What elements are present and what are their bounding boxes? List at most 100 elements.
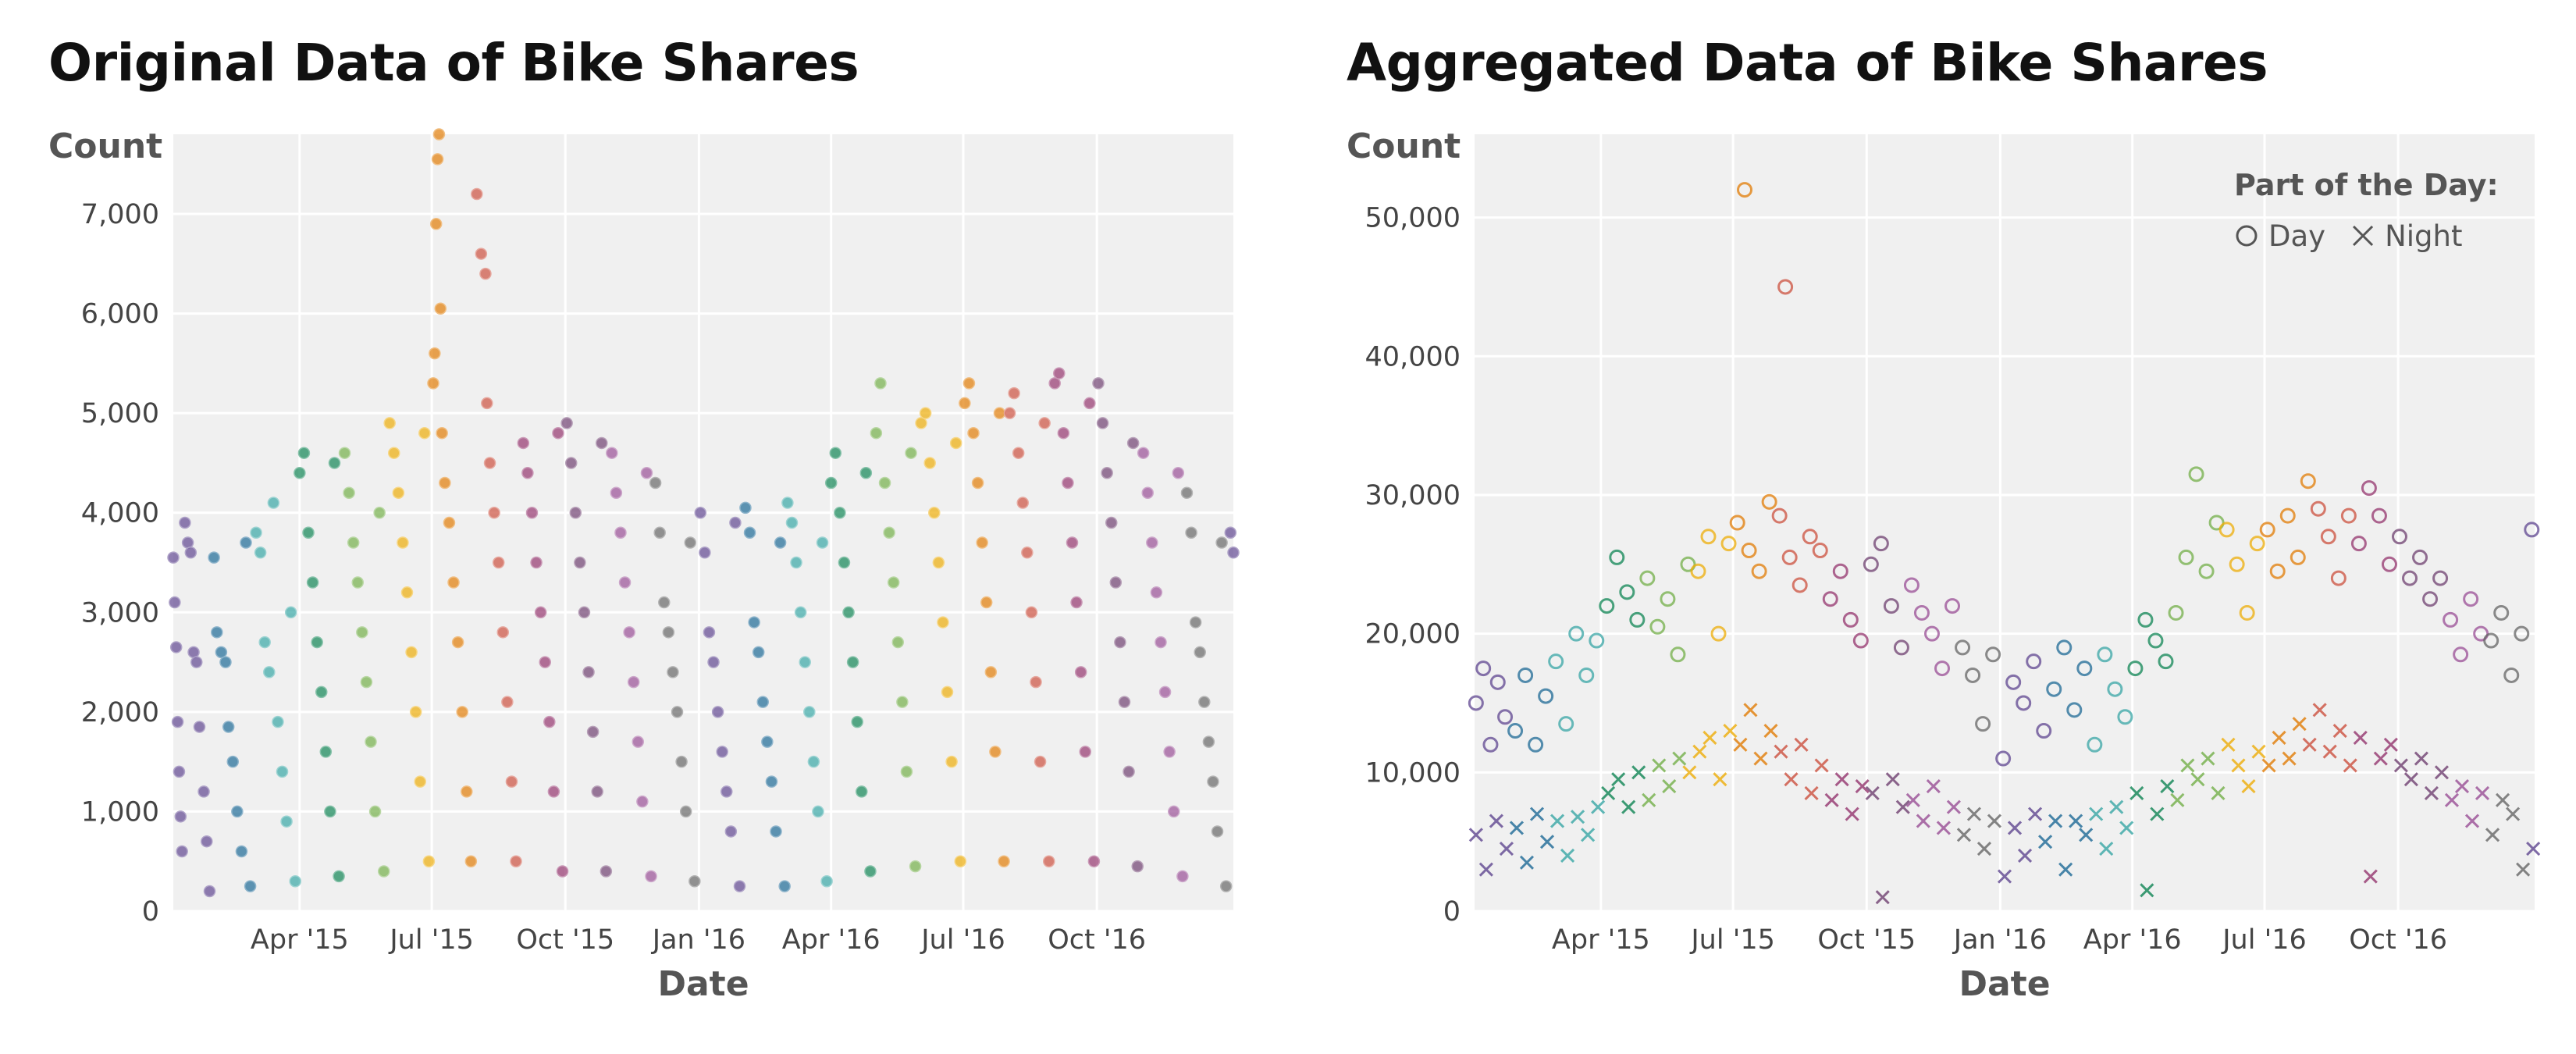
data-point bbox=[1180, 486, 1194, 499]
data-point bbox=[405, 646, 418, 659]
night-point bbox=[1560, 848, 1575, 863]
data-point bbox=[748, 616, 760, 628]
y-tick-label: 30,000 bbox=[1365, 480, 1461, 511]
data-point bbox=[1053, 367, 1066, 379]
day-point bbox=[1729, 515, 1745, 531]
data-point bbox=[851, 715, 863, 728]
night-point bbox=[1976, 841, 1992, 856]
day-point bbox=[1883, 598, 1899, 614]
day-point bbox=[1475, 661, 1492, 677]
day-point bbox=[2371, 507, 2387, 524]
day-point bbox=[1863, 556, 1879, 572]
day-point bbox=[2422, 591, 2439, 607]
night-point bbox=[1834, 772, 1849, 787]
day-point bbox=[1761, 493, 1777, 510]
night-point bbox=[1774, 744, 1788, 759]
data-point bbox=[937, 616, 949, 628]
night-point bbox=[2496, 792, 2510, 807]
day-point bbox=[2107, 681, 2123, 697]
data-point bbox=[311, 636, 323, 649]
data-point bbox=[392, 486, 405, 499]
data-point bbox=[244, 880, 257, 892]
day-point bbox=[1832, 563, 1848, 579]
data-point bbox=[534, 606, 547, 619]
data-point bbox=[778, 880, 791, 892]
data-point bbox=[859, 466, 873, 479]
night-point bbox=[1784, 772, 1799, 787]
data-point bbox=[294, 466, 306, 479]
day-point bbox=[2453, 646, 2469, 663]
data-point bbox=[447, 576, 460, 589]
night-point bbox=[2403, 772, 2418, 787]
day-point bbox=[2391, 529, 2407, 545]
chart-aggregated: 0 10,000 20,000 30,000 40,000 50,000 Apr '15 Ju… bbox=[1347, 126, 2541, 1004]
data-point bbox=[1025, 606, 1038, 619]
data-point bbox=[954, 855, 967, 867]
data-point bbox=[770, 825, 782, 838]
data-point bbox=[765, 775, 778, 788]
data-point bbox=[928, 506, 941, 519]
data-point bbox=[377, 865, 390, 878]
night-point bbox=[2201, 751, 2215, 766]
data-point bbox=[1172, 466, 1185, 479]
data-point bbox=[1083, 397, 1096, 410]
data-point bbox=[475, 247, 488, 260]
data-point bbox=[883, 526, 895, 539]
day-point bbox=[1468, 695, 1484, 711]
data-point bbox=[1003, 407, 1016, 419]
data-point bbox=[181, 536, 194, 549]
data-point bbox=[1224, 526, 1237, 539]
data-point bbox=[1066, 536, 1079, 549]
night-point bbox=[1845, 807, 1859, 821]
night-point bbox=[1499, 841, 1514, 856]
data-point bbox=[1123, 765, 1135, 778]
data-point bbox=[1227, 547, 1240, 559]
night-point bbox=[1956, 828, 1971, 842]
day-point bbox=[2463, 591, 2479, 607]
day-point bbox=[2269, 563, 2286, 579]
data-point bbox=[347, 536, 360, 549]
day-point bbox=[1639, 570, 1656, 586]
data-point bbox=[838, 556, 851, 569]
data-point bbox=[368, 805, 382, 818]
data-point bbox=[215, 646, 228, 659]
data-point bbox=[1062, 476, 1074, 490]
data-point bbox=[258, 636, 271, 649]
x-tick-label: Oct '15 bbox=[516, 924, 614, 956]
y-tick-label: 7,000 bbox=[81, 199, 159, 230]
night-point bbox=[2373, 751, 2388, 766]
data-point bbox=[1087, 855, 1101, 867]
data-point bbox=[1118, 696, 1131, 708]
night-point bbox=[2231, 758, 2246, 773]
x-tick-label: Apr '16 bbox=[782, 924, 881, 956]
data-point bbox=[443, 516, 456, 529]
day-point bbox=[2087, 736, 2103, 753]
day-point bbox=[2076, 661, 2093, 677]
data-point bbox=[967, 426, 980, 440]
day-point bbox=[1670, 646, 1686, 663]
data-point bbox=[1137, 447, 1150, 459]
data-point bbox=[276, 765, 289, 778]
data-point bbox=[388, 447, 400, 459]
night-point bbox=[1478, 862, 1493, 877]
data-point bbox=[636, 795, 649, 808]
data-point bbox=[488, 506, 500, 519]
night-point bbox=[2140, 883, 2154, 898]
data-point bbox=[471, 187, 483, 201]
data-point bbox=[816, 536, 829, 549]
night-point bbox=[2516, 862, 2531, 877]
data-point bbox=[711, 706, 724, 718]
data-point bbox=[614, 526, 627, 539]
x-tick-label: Oct '16 bbox=[1048, 924, 1146, 956]
legend-entry-label: Night bbox=[2385, 219, 2462, 253]
data-point bbox=[1079, 746, 1092, 758]
night-point bbox=[2160, 779, 2175, 794]
data-point bbox=[400, 586, 414, 599]
data-point bbox=[297, 447, 311, 459]
data-point bbox=[324, 805, 336, 818]
night-point bbox=[2506, 807, 2521, 821]
x-axis-title: Date bbox=[657, 964, 749, 1004]
data-point bbox=[397, 536, 409, 549]
data-point bbox=[993, 407, 1006, 419]
data-point bbox=[959, 397, 971, 410]
